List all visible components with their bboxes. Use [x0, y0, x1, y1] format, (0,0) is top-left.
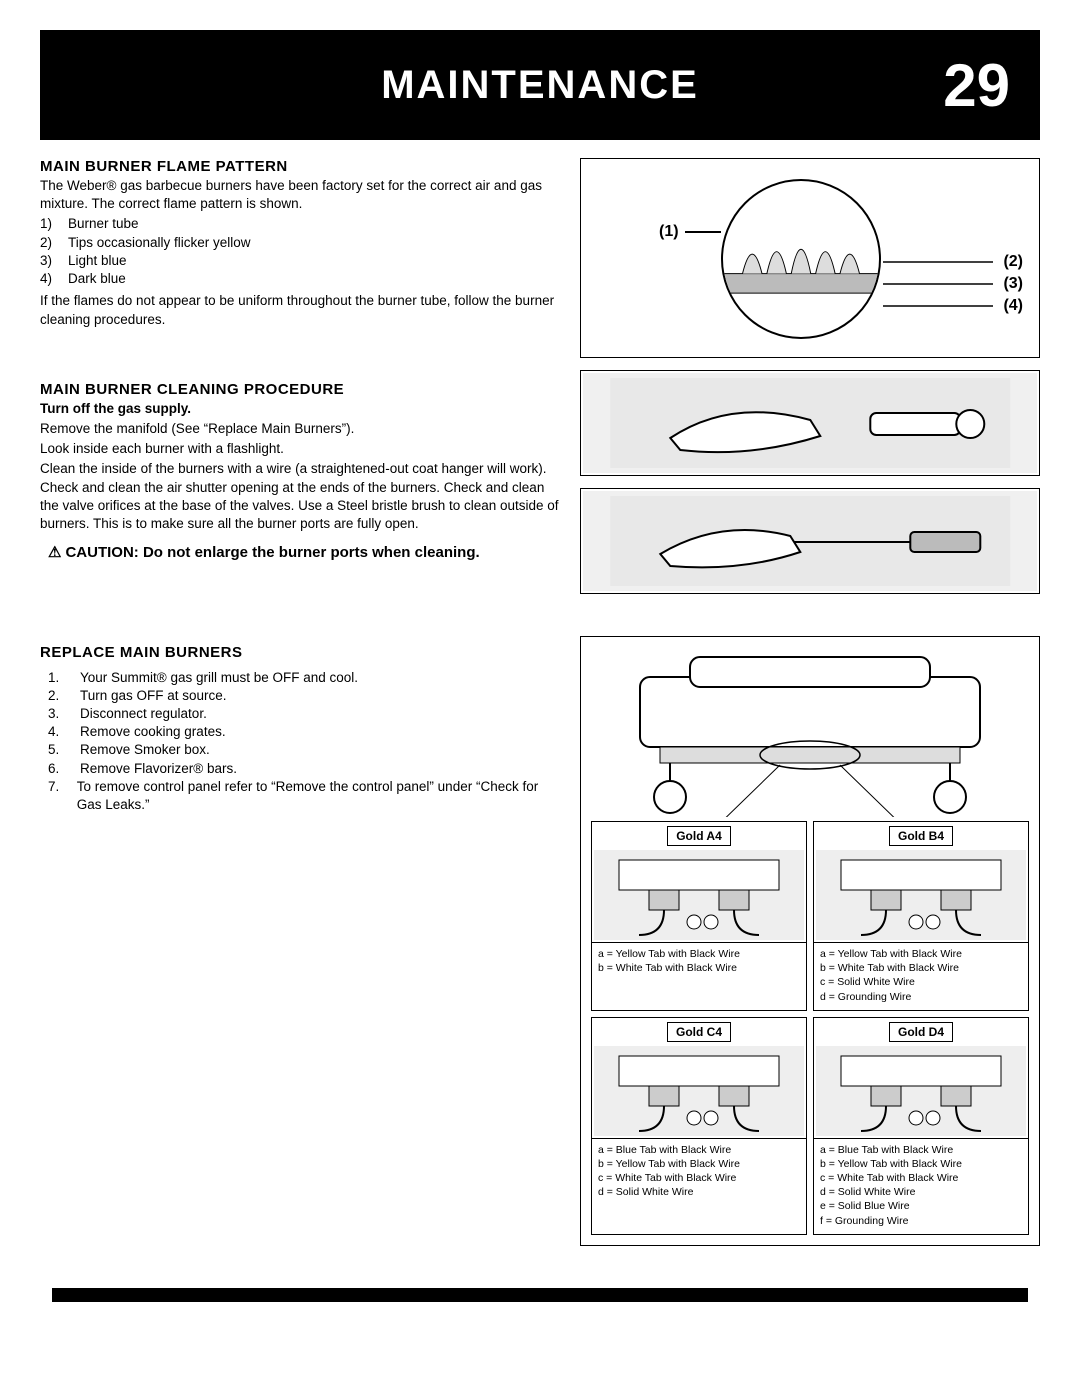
- wire-diagram-cell: Gold B4 a = Yellow Tab with Black Wireb =…: [813, 821, 1029, 1011]
- footer-bar: [52, 1288, 1028, 1302]
- legend-line: d = Solid White Wire: [820, 1185, 1022, 1199]
- wire-diagram-cell: Gold A4 a = Yellow Tab with Black Wireb =…: [591, 821, 807, 1011]
- wire-diagram-image: [816, 1046, 1026, 1136]
- legend-line: a = Blue Tab with Black Wire: [820, 1143, 1022, 1157]
- flame-pattern-list: 1)Burner tube 2)Tips occasionally flicke…: [40, 215, 560, 288]
- callout-2: (2): [1003, 253, 1023, 271]
- section2-p1: Remove the manifold (See “Replace Main B…: [40, 420, 560, 438]
- right-column: (1) (2) (3) (4): [580, 158, 1040, 1258]
- wire-diagram-legend: a = Yellow Tab with Black Wireb = White …: [814, 942, 1028, 1010]
- list-item: 3)Light blue: [40, 252, 560, 270]
- legend-line: e = Solid Blue Wire: [820, 1199, 1022, 1213]
- page-number: 29: [943, 51, 1010, 120]
- callout-4: (4): [1003, 297, 1023, 315]
- section1-tail: If the flames do not appear to be unifor…: [40, 292, 560, 328]
- list-item: 3.Disconnect regulator.: [40, 705, 560, 723]
- legend-line: a = Yellow Tab with Black Wire: [820, 947, 1022, 961]
- callout-3: (3): [1003, 275, 1023, 293]
- wire-diagram-title: Gold D4: [889, 1022, 953, 1042]
- section2-p2: Look inside each burner with a flashligh…: [40, 440, 560, 458]
- legend-line: c = White Tab with Black Wire: [598, 1171, 800, 1185]
- legend-line: a = Blue Tab with Black Wire: [598, 1143, 800, 1157]
- legend-line: d = Solid White Wire: [598, 1185, 800, 1199]
- warning-icon: ⚠: [48, 544, 61, 561]
- flame-pattern-figure: (1) (2) (3) (4): [580, 158, 1040, 358]
- legend-line: b = Yellow Tab with Black Wire: [820, 1157, 1022, 1171]
- hand-flashlight-icon: [606, 378, 1015, 468]
- grill-icon: [600, 647, 1020, 817]
- caution-text: ⚠CAUTION: Do not enlarge the burner port…: [48, 543, 560, 563]
- section3-heading: REPLACE MAIN BURNERS: [40, 644, 560, 661]
- page-title: MAINTENANCE: [381, 63, 699, 108]
- content-columns: MAIN BURNER FLAME PATTERN The Weber® gas…: [40, 158, 1040, 1258]
- wire-diagram-title: Gold C4: [667, 1022, 731, 1042]
- wire-diagram-legend: a = Blue Tab with Black Wireb = Yellow T…: [592, 1138, 806, 1206]
- wire-diagram-legend: a = Blue Tab with Black Wireb = Yellow T…: [814, 1138, 1028, 1234]
- leader-line-icon: [883, 283, 993, 285]
- wire-clean-figure: [580, 488, 1040, 594]
- list-item: 7.To remove control panel refer to “Remo…: [40, 778, 560, 814]
- wire-diagram-image: [816, 850, 1026, 940]
- section2-bold-line: Turn off the gas supply.: [40, 400, 560, 418]
- flame-circle-icon: [721, 179, 881, 339]
- legend-line: b = White Tab with Black Wire: [820, 961, 1022, 975]
- replace-burners-steps: 1.Your Summit® gas grill must be OFF and…: [40, 669, 560, 815]
- header-bar: MAINTENANCE 29: [40, 30, 1040, 140]
- legend-line: c = White Tab with Black Wire: [820, 1171, 1022, 1185]
- list-item: 1)Burner tube: [40, 215, 560, 233]
- legend-line: b = White Tab with Black Wire: [598, 961, 800, 975]
- left-column: MAIN BURNER FLAME PATTERN The Weber® gas…: [40, 158, 560, 1258]
- list-item: 2.Turn gas OFF at source.: [40, 687, 560, 705]
- flame-svg: [723, 181, 879, 337]
- wire-diagram-image: [594, 1046, 804, 1136]
- legend-line: a = Yellow Tab with Black Wire: [598, 947, 800, 961]
- list-item: 2)Tips occasionally flicker yellow: [40, 234, 560, 252]
- callout-1: (1): [659, 223, 679, 241]
- wire-diagram-cell: Gold C4 a = Blue Tab with Black Wireb = Y…: [591, 1017, 807, 1235]
- legend-line: d = Grounding Wire: [820, 990, 1022, 1004]
- grill-wire-figure: Gold A4a = Yellow Tab with Black Wireb =…: [580, 636, 1040, 1246]
- list-item: 6.Remove Flavorizer® bars.: [40, 760, 560, 778]
- wire-diagram-legend: a = Yellow Tab with Black Wireb = White …: [592, 942, 806, 981]
- legend-line: c = Solid White Wire: [820, 975, 1022, 989]
- wire-diagram-grid: Gold A4a = Yellow Tab with Black Wireb =…: [591, 821, 1029, 1235]
- wire-diagram-title: Gold A4: [667, 826, 731, 846]
- list-item: 4)Dark blue: [40, 270, 560, 288]
- legend-line: b = Yellow Tab with Black Wire: [598, 1157, 800, 1171]
- section2-heading: MAIN BURNER CLEANING PROCEDURE: [40, 381, 560, 398]
- wire-diagram-image: [594, 850, 804, 940]
- leader-line-icon: [883, 305, 993, 307]
- section1-heading: MAIN BURNER FLAME PATTERN: [40, 158, 560, 175]
- section2-p3: Clean the inside of the burners with a w…: [40, 460, 560, 533]
- section1-intro: The Weber® gas barbecue burners have bee…: [40, 177, 560, 213]
- wire-diagram-cell: Gold D4 a = Blue Tab with Black Wireb = Y…: [813, 1017, 1029, 1235]
- flashlight-figure: [580, 370, 1040, 476]
- wire-diagram-title: Gold B4: [889, 826, 953, 846]
- leader-line-icon: [883, 261, 993, 263]
- arrow-icon: [685, 231, 725, 233]
- list-item: 5.Remove Smoker box.: [40, 741, 560, 759]
- page-root: MAINTENANCE 29 MAIN BURNER FLAME PATTERN…: [0, 0, 1080, 1342]
- hand-wire-icon: [606, 496, 1015, 586]
- legend-line: f = Grounding Wire: [820, 1214, 1022, 1228]
- list-item: 1.Your Summit® gas grill must be OFF and…: [40, 669, 560, 687]
- list-item: 4.Remove cooking grates.: [40, 723, 560, 741]
